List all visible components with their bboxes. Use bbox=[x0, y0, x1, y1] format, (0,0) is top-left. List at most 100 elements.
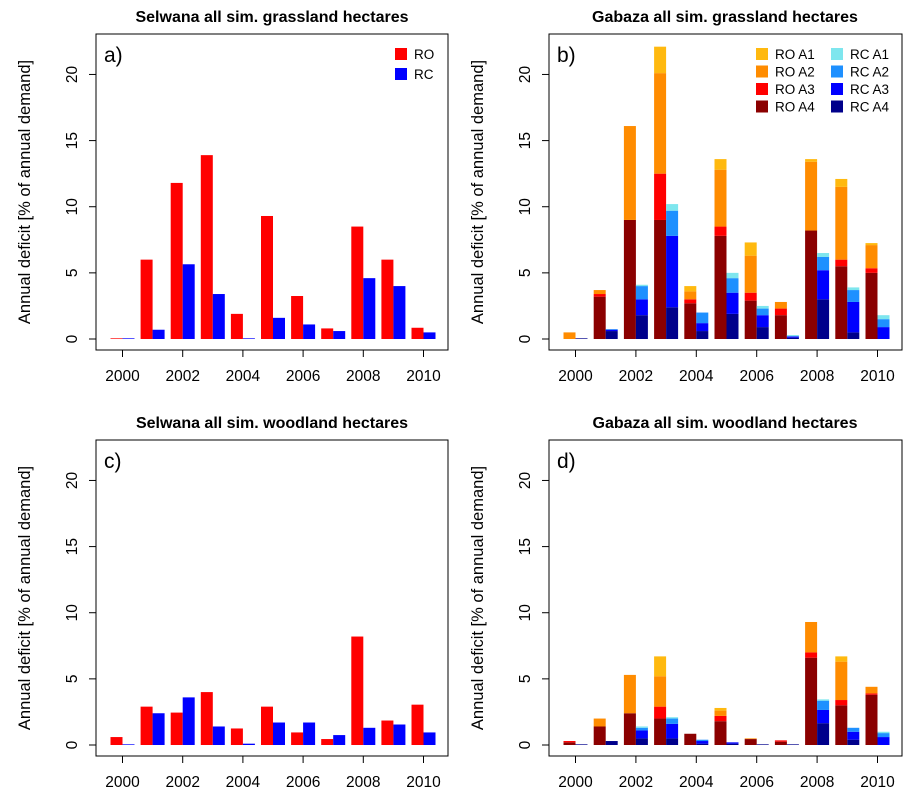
bar-segment-ro-a4-2004 bbox=[684, 303, 697, 339]
x-tick-label: 2000 bbox=[105, 368, 140, 385]
bar-segment-rc-a2-2005 bbox=[726, 278, 739, 293]
x-axis: 2000 2002 2004 2006 2008 2010 bbox=[558, 756, 895, 791]
y-axis: 0 5 10 15 20 bbox=[64, 65, 96, 343]
bar-segment-rc-a3-2009 bbox=[847, 301, 860, 333]
x-tick-label: 2000 bbox=[558, 368, 593, 385]
y-axis: 0 5 10 15 20 bbox=[517, 65, 549, 343]
bar-segment-ro-a3-2005 bbox=[714, 715, 727, 722]
legend-swatch bbox=[756, 48, 768, 60]
bar-segment-rc-a3-2004 bbox=[696, 323, 709, 332]
bar-segment-rc-a4-2007 bbox=[786, 337, 799, 339]
bar-ro-2010 bbox=[411, 327, 424, 339]
bar-ro-2007 bbox=[321, 328, 334, 339]
legend-label: RO A2 bbox=[775, 65, 815, 80]
y-tick-label: 15 bbox=[64, 132, 81, 149]
bar-segment-rc-a4-2004 bbox=[696, 331, 709, 339]
bar-segment-ro-a4-2009 bbox=[835, 266, 848, 339]
bar-ro-2000 bbox=[110, 737, 123, 745]
legend-swatch bbox=[831, 48, 843, 60]
bar-segment-ro-a4-2008 bbox=[805, 230, 818, 339]
panel-label: d) bbox=[557, 450, 576, 473]
bar-segment-ro-a1-2010 bbox=[865, 243, 878, 246]
bar-segment-ro-a1-2009 bbox=[835, 656, 848, 662]
x-tick-label: 2006 bbox=[739, 774, 773, 791]
x-tick-label: 2010 bbox=[860, 368, 895, 385]
y-tick-label: 0 bbox=[517, 334, 534, 343]
chart-panel-4: Gabaza all sim. woodland hectares Annual … bbox=[469, 415, 903, 791]
plot-frame bbox=[95, 33, 449, 351]
bar-segment-ro-a2-2002 bbox=[623, 126, 636, 220]
bar-segment-rc-a3-2003 bbox=[666, 723, 679, 739]
bar-segment-rc-a1-2008 bbox=[817, 253, 830, 257]
x-tick-label: 2008 bbox=[800, 368, 834, 385]
y-tick-label: 5 bbox=[517, 269, 534, 278]
y-tick-label: 20 bbox=[64, 65, 81, 83]
bar-segment-rc-a1-2003 bbox=[666, 204, 679, 211]
bar-segment-rc-a4-2001 bbox=[605, 741, 618, 745]
bar-segment-ro-a1-2009 bbox=[835, 178, 848, 187]
x-tick-label: 2010 bbox=[406, 774, 441, 791]
x-tick-label: 2006 bbox=[286, 368, 320, 385]
bars bbox=[563, 46, 890, 339]
bar-ro-2006 bbox=[291, 296, 304, 339]
bar-rc-2004 bbox=[242, 338, 255, 339]
legend-swatch bbox=[831, 83, 843, 95]
y-tick-label: 0 bbox=[64, 740, 81, 749]
bars bbox=[563, 621, 890, 745]
bar-segment-rc-a1-2010 bbox=[877, 315, 890, 320]
bar-segment-rc-a4-2006 bbox=[756, 744, 769, 745]
bar-segment-ro-a3-2006 bbox=[744, 292, 757, 301]
bar-segment-ro-a2-2010 bbox=[865, 245, 878, 269]
bar-segment-rc-a4-2003 bbox=[666, 738, 679, 745]
x-tick-label: 2002 bbox=[619, 774, 653, 791]
x-axis: 2000 2002 2004 2006 2008 2010 bbox=[105, 756, 441, 791]
bar-ro-2008 bbox=[351, 226, 364, 339]
legend-swatch bbox=[831, 100, 843, 113]
bar-rc-2005 bbox=[273, 317, 285, 339]
legend-label: RC A1 bbox=[850, 47, 889, 62]
bar-rc-2005 bbox=[273, 722, 285, 745]
bar-rc-2009 bbox=[393, 724, 406, 745]
bar-segment-rc-a2-2010 bbox=[877, 319, 890, 328]
bar-segment-ro-a1-2003 bbox=[654, 656, 667, 677]
bar-segment-ro-a3-2000 bbox=[563, 741, 576, 743]
bar-segment-ro-a2-2007 bbox=[774, 301, 787, 309]
x-tick-label: 2004 bbox=[226, 774, 261, 791]
bar-segment-ro-a2-2005 bbox=[714, 169, 727, 227]
bar-segment-ro-a3-2005 bbox=[714, 226, 727, 236]
y-tick-label: 10 bbox=[517, 198, 534, 216]
bar-segment-ro-a3-2009 bbox=[835, 259, 848, 267]
bar-segment-ro-a4-2006 bbox=[744, 739, 757, 745]
bar-rc-2006 bbox=[303, 722, 316, 745]
y-tick-label: 20 bbox=[517, 65, 534, 83]
panel-label: c) bbox=[104, 450, 122, 473]
plot-frame bbox=[548, 439, 903, 757]
bar-segment-rc-a4-2002 bbox=[635, 315, 648, 339]
bar-segment-rc-a3-2003 bbox=[666, 235, 679, 308]
bar-rc-2008 bbox=[363, 278, 376, 339]
bar-rc-2004 bbox=[242, 743, 255, 745]
bar-segment-ro-a2-2009 bbox=[835, 186, 848, 260]
y-axis-label: Annual deficit [% of annual demand] bbox=[469, 60, 487, 324]
panel-label: a) bbox=[104, 44, 123, 67]
bar-ro-2003 bbox=[200, 155, 213, 339]
bar-rc-2009 bbox=[393, 286, 406, 339]
bar-segment-ro-a3-2008 bbox=[805, 652, 818, 658]
chart-panel-2: Gabaza all sim. grassland hectares Annual… bbox=[469, 9, 903, 385]
bar-segment-rc-a4-2008 bbox=[817, 723, 830, 745]
plot-frame bbox=[95, 439, 449, 757]
bar-segment-ro-a4-2004 bbox=[684, 733, 697, 745]
y-axis: 0 5 10 15 20 bbox=[517, 471, 549, 749]
y-tick-label: 5 bbox=[64, 269, 81, 278]
legend-label: RO A1 bbox=[775, 47, 815, 62]
bar-segment-ro-a4-2002 bbox=[623, 219, 636, 339]
bar-segment-rc-a3-2007 bbox=[786, 336, 799, 338]
bar-rc-2008 bbox=[363, 727, 376, 745]
chart-panel-3: Selwana all sim. woodland hectares Annual… bbox=[16, 415, 449, 791]
bar-segment-ro-a2-2006 bbox=[744, 255, 757, 293]
bar-rc-2000 bbox=[122, 338, 135, 339]
x-tick-label: 2002 bbox=[619, 368, 653, 385]
bar-ro-2000 bbox=[110, 338, 123, 339]
bar-rc-2007 bbox=[333, 735, 346, 745]
